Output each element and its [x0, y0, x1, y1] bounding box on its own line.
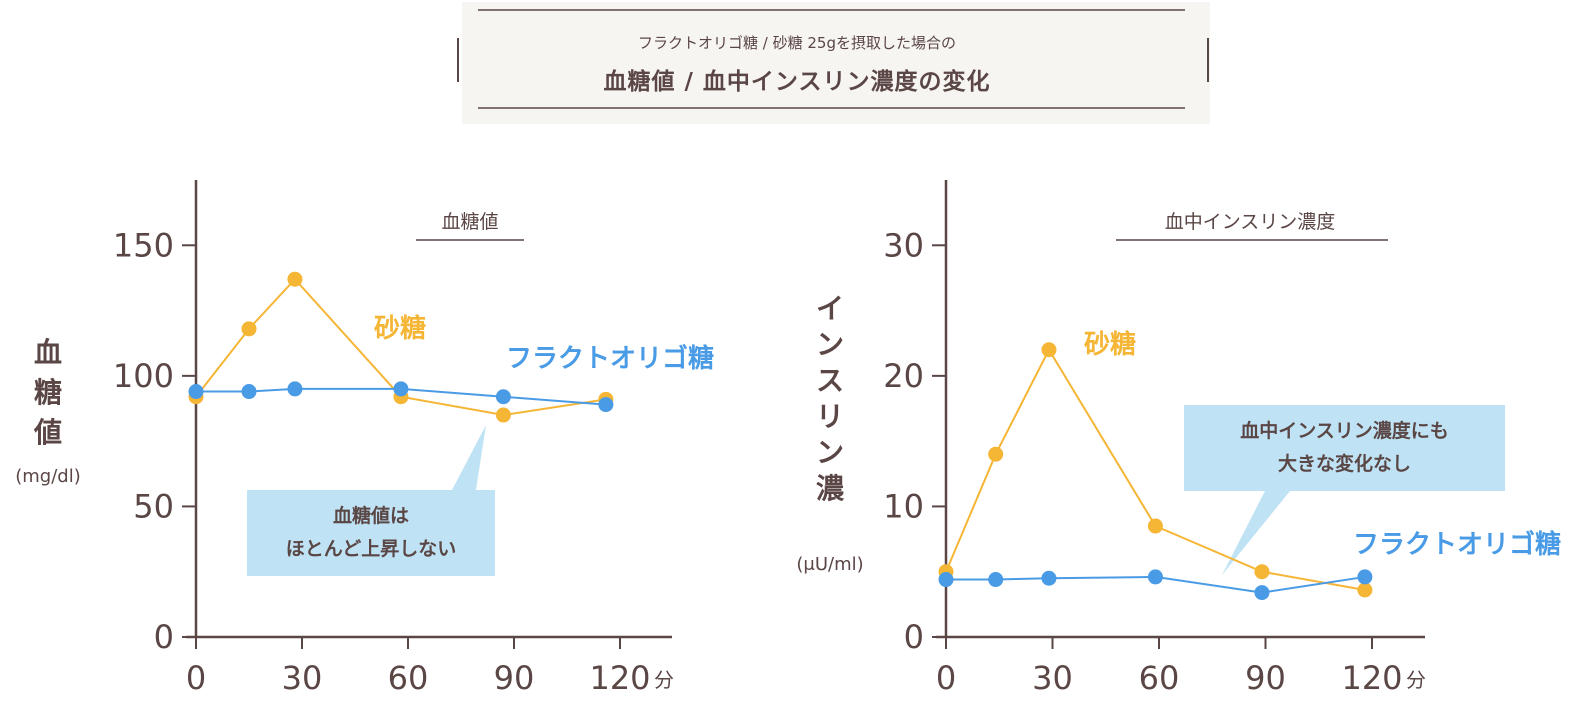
data-point: [1041, 342, 1057, 358]
y-tick-label: 20: [883, 357, 924, 395]
y-axis-label-char: 値: [33, 416, 62, 449]
data-point: [1041, 570, 1057, 586]
data-point: [1254, 585, 1270, 601]
x-tick-label: 0: [186, 659, 206, 697]
callout-text: 血中インスリン濃度にも: [1240, 419, 1449, 442]
title-banner: フラクトオリゴ糖 / 砂糖 25gを摂取した場合の 血糖値 / 血中インスリン濃…: [0, 0, 1594, 130]
series-label: フラクトオリゴ糖: [506, 343, 714, 374]
callout-tail: [1222, 491, 1290, 575]
data-point: [495, 389, 511, 405]
x-tick-label: 60: [1139, 659, 1180, 697]
data-point: [1254, 564, 1270, 580]
y-tick-label: 100: [113, 357, 174, 395]
header-title: 血糖値 / 血中インスリン濃度の変化: [603, 69, 991, 95]
y-axis-label-char: イ: [816, 292, 844, 325]
data-point: [287, 381, 303, 397]
series-line: [946, 575, 1366, 594]
data-point: [988, 446, 1004, 462]
series-line: [196, 387, 606, 406]
callout-text: 血糖値は: [333, 504, 409, 527]
data-point: [1357, 582, 1373, 598]
x-tick-label: 60: [388, 659, 429, 697]
x-tick-label: 0: [936, 659, 956, 697]
series-label: フラクトオリゴ糖: [1353, 529, 1561, 560]
data-point: [988, 572, 1004, 588]
y-tick-label: 150: [113, 226, 174, 264]
data-point: [188, 384, 204, 400]
callout-box: [247, 490, 495, 576]
data-point: [1147, 518, 1163, 534]
x-tick-label: 120: [589, 659, 650, 697]
series-label: 砂糖: [1084, 329, 1136, 360]
data-point: [287, 271, 303, 287]
x-unit-label: 分: [654, 668, 674, 692]
chart-title: 血糖値: [441, 211, 498, 233]
data-point: [1147, 569, 1163, 585]
y-axis-label-char: ン: [816, 436, 844, 469]
series-label: 砂糖: [374, 313, 426, 344]
data-point: [393, 381, 409, 397]
y-axis-label-char: 濃: [816, 472, 845, 505]
x-unit-label: 分: [1406, 668, 1426, 692]
y-tick-label: 50: [133, 487, 174, 525]
data-point: [1357, 569, 1373, 585]
data-point: [495, 407, 511, 423]
chart-title: 血中インスリン濃度: [1165, 211, 1336, 233]
callout-box: [1184, 405, 1505, 491]
series-line: [945, 347, 1366, 591]
x-tick-label: 90: [494, 659, 535, 697]
series-line: [195, 277, 607, 417]
callout-text: 大きな変化なし: [1278, 452, 1411, 475]
data-point: [598, 397, 614, 413]
x-tick-label: 90: [1245, 659, 1286, 697]
y-axis-label-char: 血: [34, 336, 62, 369]
data-point: [938, 572, 954, 588]
y-tick-label: 0: [154, 618, 174, 656]
x-tick-label: 30: [282, 659, 323, 697]
title-frame: [457, 2, 1210, 124]
callout-text: ほとんど上昇しない: [286, 538, 456, 560]
x-tick-label: 30: [1032, 659, 1073, 697]
y-tick-label: 10: [883, 487, 924, 525]
y-axis-label-char: リ: [816, 400, 844, 433]
y-tick-label: 0: [904, 618, 924, 656]
y-axis-label-char: ス: [816, 364, 844, 397]
y-axis-label-char: 糖: [34, 376, 62, 409]
data-point: [241, 321, 257, 337]
header-subtitle: フラクトオリゴ糖 / 砂糖 25gを摂取した場合の: [638, 34, 956, 52]
y-axis-unit: (mg/dl): [15, 466, 81, 487]
x-tick-label: 120: [1341, 659, 1402, 697]
data-point: [241, 384, 257, 400]
y-tick-label: 30: [883, 226, 924, 264]
y-axis-label-char: ン: [816, 328, 844, 361]
y-axis-unit: (μU/ml): [796, 554, 863, 575]
callout-tail: [452, 425, 486, 490]
